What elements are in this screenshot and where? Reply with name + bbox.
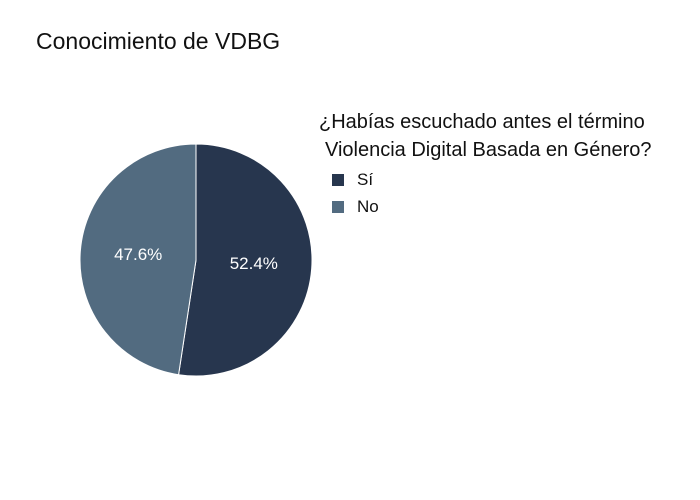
legend-title: ¿Habías escuchado antes el término Viole…	[319, 108, 652, 164]
legend-label-si: Sí	[357, 169, 374, 189]
legend-swatch-no	[332, 200, 344, 213]
legend-swatch-si	[332, 173, 344, 186]
legend: ¿Habías escuchado antes el término Viole…	[319, 108, 652, 220]
slice-label-si: 52.4%	[230, 254, 278, 273]
legend-label-no: No	[357, 196, 379, 216]
slice-label-no: 47.6%	[114, 245, 162, 264]
legend-item-si[interactable]: Sí	[332, 166, 652, 193]
legend-title-line-1: ¿Habías escuchado antes el término	[319, 111, 645, 133]
legend-item-no[interactable]: No	[332, 193, 652, 220]
chart-title: Conocimiento de VDBG	[36, 28, 281, 54]
pie-slice-no[interactable]	[79, 143, 197, 376]
legend-title-line-2: Violencia Digital Basada en Género?	[325, 139, 652, 161]
pie-slice-si[interactable]	[178, 143, 313, 377]
legend-items: Sí No	[319, 166, 652, 220]
